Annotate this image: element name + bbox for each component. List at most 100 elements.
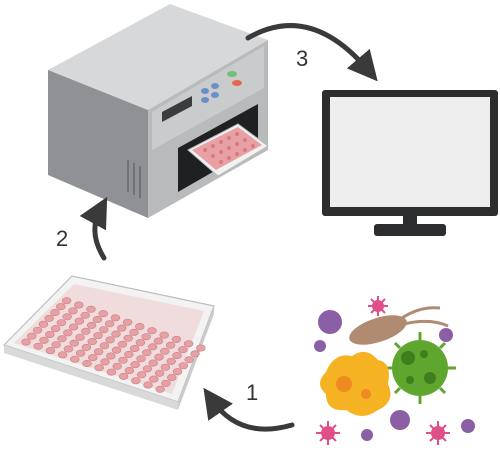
plate-well [57, 351, 68, 359]
monitor-icon [322, 90, 498, 236]
microplate-icon [2, 275, 215, 410]
plate-reader-icon [48, 4, 269, 218]
plate-well [149, 375, 159, 383]
plate-well [50, 325, 61, 333]
plate-well [93, 332, 103, 340]
plate-well [135, 339, 146, 347]
plate-well [148, 359, 158, 367]
plate-well [68, 307, 78, 315]
plate-well [160, 363, 171, 371]
plate-well [100, 358, 110, 366]
arrow-step-3 [245, 23, 378, 82]
plate-well [86, 321, 97, 329]
plate-well [92, 315, 103, 323]
plate-well [111, 330, 121, 338]
plate-well [86, 305, 96, 313]
plate-well [154, 369, 165, 377]
plate-well [165, 341, 176, 349]
plate-well [106, 368, 117, 376]
plate-well [141, 333, 151, 341]
plate-well [142, 349, 152, 357]
plate-well [196, 344, 206, 352]
plate-well [154, 353, 164, 361]
plate-well [118, 372, 129, 380]
plate-well [143, 381, 153, 389]
plate-well [160, 347, 170, 355]
plate-well [167, 373, 177, 381]
plate-well [161, 379, 171, 387]
plate-well [70, 355, 80, 363]
plate-well [153, 337, 164, 345]
plate-well [172, 368, 183, 376]
plate-well [74, 301, 84, 309]
plate-well [88, 354, 98, 362]
plate-well [178, 362, 189, 370]
plate-well [51, 341, 61, 349]
plate-well [45, 330, 55, 338]
plate-well [110, 314, 121, 322]
step-2-label: 2 [56, 226, 68, 251]
plate-well [178, 346, 188, 354]
plate-well [62, 313, 72, 321]
plate-well [190, 350, 200, 358]
microbes-icon [314, 296, 475, 445]
plate-well [147, 327, 157, 335]
plate-well [39, 336, 49, 344]
step-1-label: 1 [246, 380, 258, 405]
plate-well [117, 340, 128, 348]
plate-well [38, 320, 49, 328]
plate-well [147, 343, 158, 351]
plate-well [124, 366, 135, 374]
plate-well [74, 317, 85, 325]
plate-well [135, 322, 145, 330]
plate-well [56, 303, 66, 311]
plate-well [69, 339, 79, 347]
plate-well [82, 359, 92, 367]
plate-well [171, 335, 182, 343]
plate-well [75, 333, 85, 341]
plate-well [99, 342, 110, 350]
plate-well [131, 377, 141, 385]
plate-well [122, 318, 133, 326]
plate-well [57, 335, 67, 343]
plate-well [105, 336, 115, 344]
plate-well [98, 310, 108, 318]
plate-well [111, 346, 122, 354]
plate-well [81, 327, 91, 335]
plate-well [45, 347, 56, 355]
plate-well [50, 308, 60, 316]
plate-well [93, 348, 104, 356]
plate-well [80, 311, 90, 319]
plate-well [63, 329, 73, 337]
plate-well [117, 324, 127, 332]
plate-well [129, 344, 140, 352]
arrow-step-2 [79, 196, 108, 261]
plate-well [142, 365, 153, 373]
plate-well [183, 340, 194, 348]
plate-well [75, 349, 86, 357]
plate-well [136, 355, 146, 363]
plate-well [87, 337, 97, 345]
plate-well [106, 352, 116, 360]
plate-well [129, 328, 139, 336]
plate-well [33, 342, 43, 350]
plate-well [63, 345, 74, 353]
step-3-label: 3 [296, 46, 308, 71]
plate-well [159, 331, 169, 339]
plate-well [155, 385, 165, 393]
plate-well [21, 338, 31, 346]
plate-well [44, 314, 54, 322]
plate-well [184, 356, 194, 364]
plate-well [99, 326, 109, 334]
plate-well [118, 356, 128, 364]
plate-well [112, 362, 122, 370]
plate-well [81, 343, 92, 351]
plate-well [124, 350, 134, 358]
plate-well [123, 334, 133, 342]
plate-well [94, 364, 104, 372]
plate-well [166, 357, 176, 365]
arrow-step-1 [203, 387, 295, 432]
plate-well [68, 323, 79, 331]
plate-well [130, 361, 140, 369]
